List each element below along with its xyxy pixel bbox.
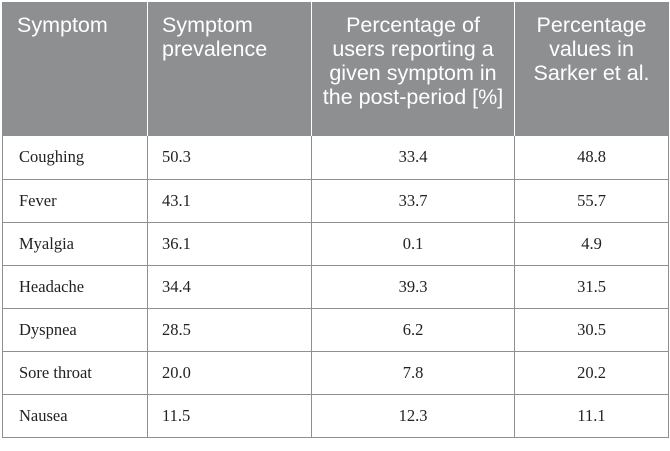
header-post-period-percentage: Percentage of users reporting a given sy… [311, 2, 515, 135]
symptom-name: Sore throat [2, 350, 148, 395]
header-row: Symptom Symptom prevalence Percentage of… [2, 2, 669, 135]
symptom-prevalence: 20.0 [147, 350, 312, 395]
table-row: Sore throat 20.0 7.8 20.2 [2, 350, 669, 395]
header-symptom-prevalence: Symptom prevalence [147, 2, 312, 135]
post-period-percentage: 12.3 [311, 393, 515, 438]
symptom-name: Coughing [2, 134, 148, 180]
table-row: Fever 43.1 33.7 55.7 [2, 178, 669, 223]
symptom-name: Myalgia [2, 221, 148, 266]
symptom-prevalence: 11.5 [147, 393, 312, 438]
sarker-percentage: 31.5 [514, 264, 669, 309]
sarker-percentage: 55.7 [514, 178, 669, 223]
symptom-prevalence: 50.3 [147, 134, 312, 180]
post-period-percentage: 33.4 [311, 134, 515, 180]
table-body: Coughing 50.3 33.4 48.8 Fever 43.1 33.7 … [2, 134, 669, 438]
symptom-table: Symptom Symptom prevalence Percentage of… [2, 2, 669, 438]
table-row: Dyspnea 28.5 6.2 30.5 [2, 307, 669, 352]
sarker-percentage: 30.5 [514, 307, 669, 352]
table-header: Symptom Symptom prevalence Percentage of… [2, 2, 669, 135]
post-period-percentage: 33.7 [311, 178, 515, 223]
symptom-name: Dyspnea [2, 307, 148, 352]
symptom-name: Fever [2, 178, 148, 223]
symptom-name: Headache [2, 264, 148, 309]
post-period-percentage: 0.1 [311, 221, 515, 266]
table-row: Myalgia 36.1 0.1 4.9 [2, 221, 669, 266]
symptom-prevalence: 34.4 [147, 264, 312, 309]
sarker-percentage: 48.8 [514, 134, 669, 180]
post-period-percentage: 7.8 [311, 350, 515, 395]
sarker-percentage: 11.1 [514, 393, 669, 438]
symptom-prevalence: 28.5 [147, 307, 312, 352]
symptom-prevalence: 36.1 [147, 221, 312, 266]
table-row: Headache 34.4 39.3 31.5 [2, 264, 669, 309]
table-row: Nausea 11.5 12.3 11.1 [2, 393, 669, 438]
post-period-percentage: 39.3 [311, 264, 515, 309]
sarker-percentage: 20.2 [514, 350, 669, 395]
header-sarker-percentage: Percentage values in Sarker et al. [514, 2, 669, 135]
sarker-percentage: 4.9 [514, 221, 669, 266]
post-period-percentage: 6.2 [311, 307, 515, 352]
symptom-prevalence: 43.1 [147, 178, 312, 223]
header-symptom: Symptom [2, 2, 148, 135]
symptom-name: Nausea [2, 393, 148, 438]
table-row: Coughing 50.3 33.4 48.8 [2, 134, 669, 180]
